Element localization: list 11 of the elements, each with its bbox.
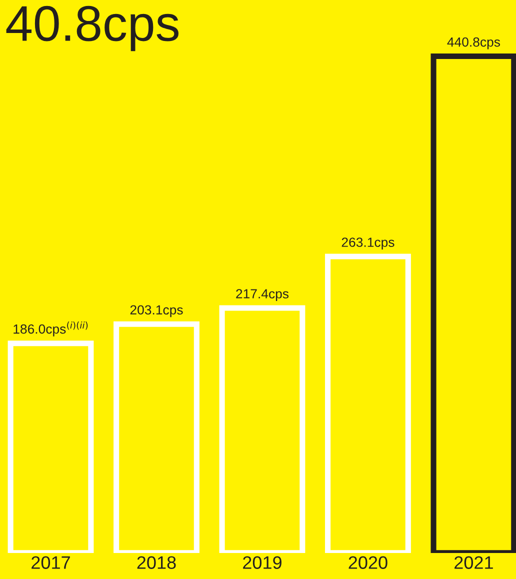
data-label: 217.4cps (236, 289, 289, 302)
chart-title: 40.8cps (6, 6, 178, 52)
data-label: 186.0cps$^{(i)(ii)}$ (14, 322, 88, 336)
x-tick-label: 2021 (454, 556, 493, 569)
x-tick-label: 2020 (348, 556, 388, 569)
data-label: 203.1cps (130, 305, 183, 318)
x-tick-label: 2019 (243, 556, 282, 569)
data-label: 263.1cps (342, 238, 394, 250)
data-label: 440.8cps (447, 37, 500, 50)
x-tick-label: 2017 (32, 556, 70, 569)
x-tick-label: 2018 (137, 556, 176, 569)
